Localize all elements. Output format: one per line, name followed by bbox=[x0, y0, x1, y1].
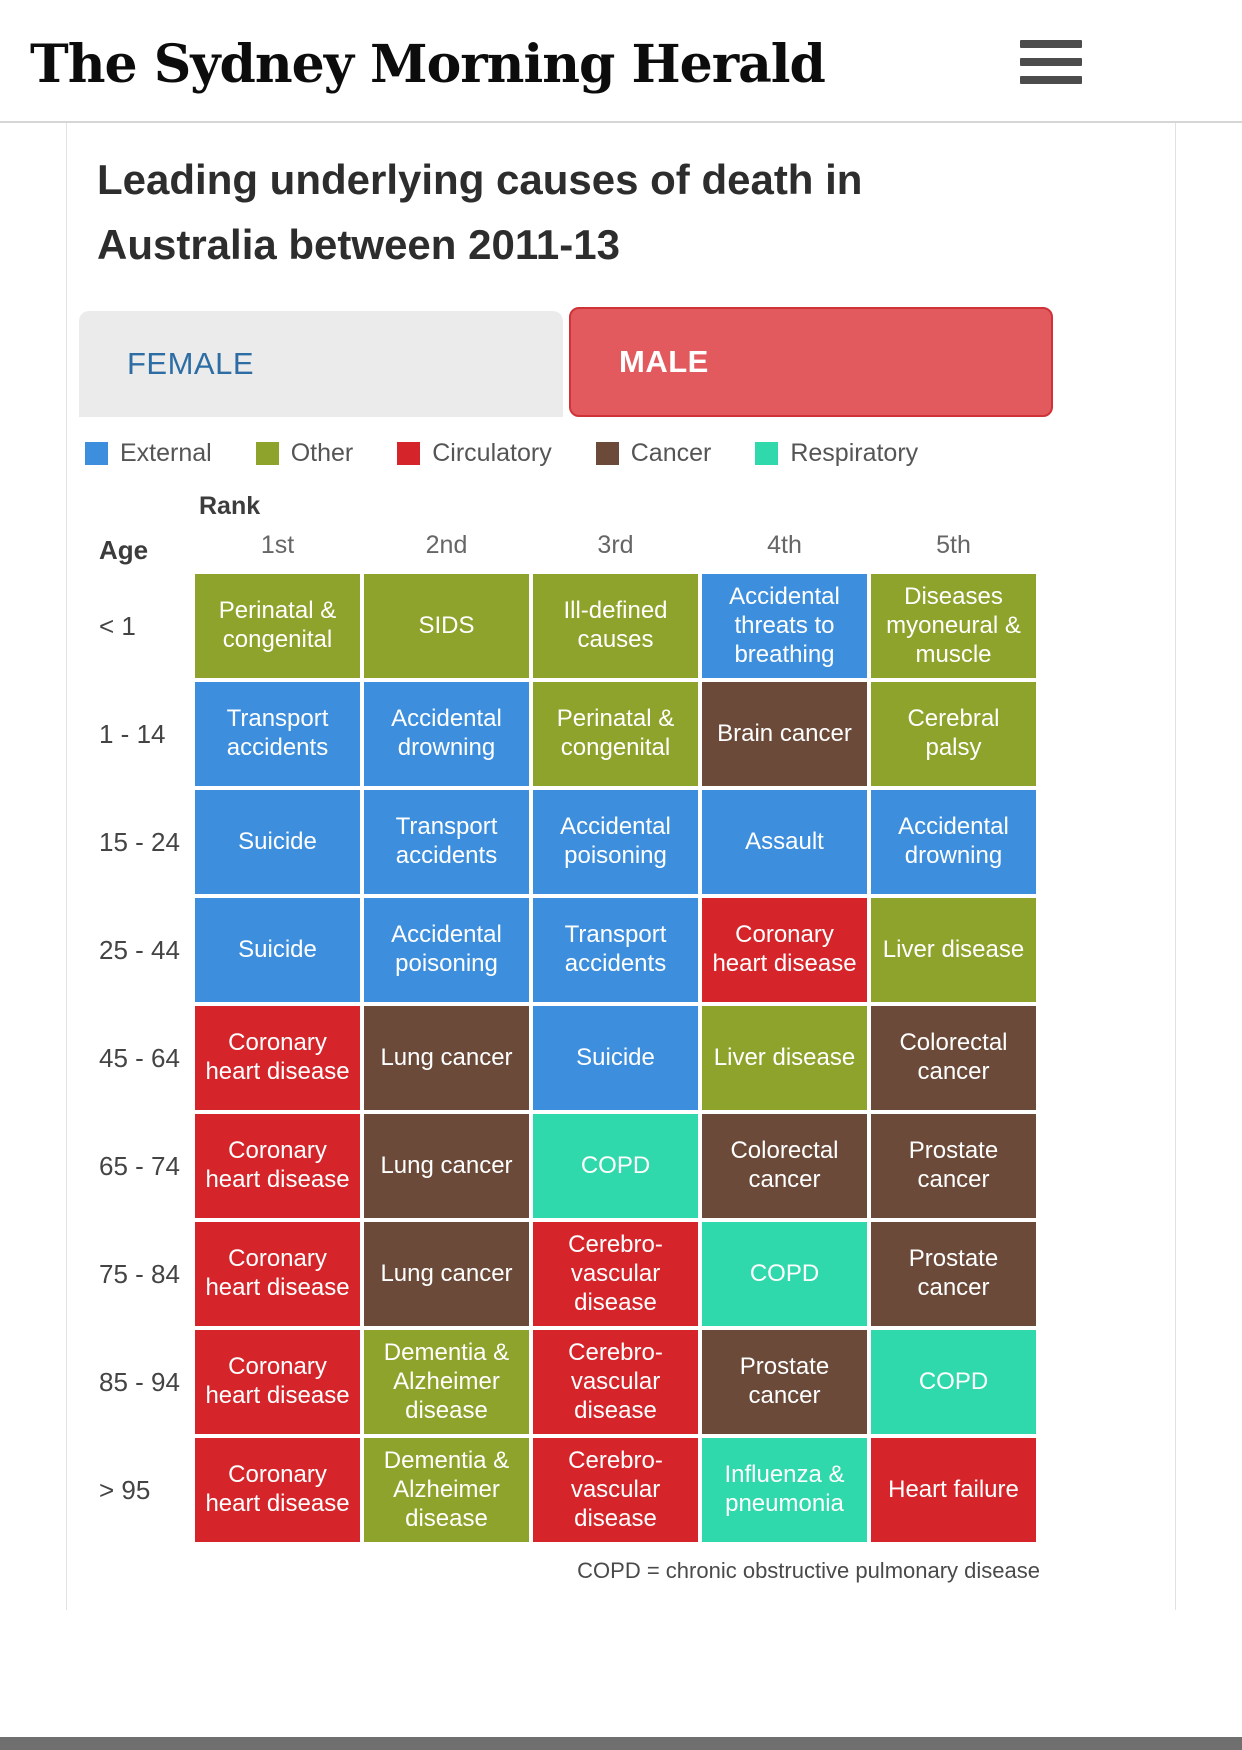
rank-label: Rank bbox=[199, 492, 261, 521]
age-label: 25 - 44 bbox=[99, 934, 180, 965]
cause-cell: Influenza & pneumonia bbox=[702, 1438, 867, 1543]
legend-label: External bbox=[120, 439, 212, 468]
hamburger-menu-icon[interactable] bbox=[1020, 40, 1082, 84]
cause-cell: Cerebral palsy bbox=[871, 682, 1036, 787]
legend-item-respiratory: Respiratory bbox=[755, 439, 918, 468]
page-title: Leading underlying causes of death in Au… bbox=[97, 156, 863, 269]
tab-male[interactable]: MALE bbox=[569, 307, 1053, 418]
cause-grid: < 1 Perinatal & congenital SIDS Ill-defined… bbox=[79, 574, 1163, 1543]
age-label: 65 - 74 bbox=[99, 1150, 180, 1181]
legend-label: Other bbox=[290, 439, 354, 468]
cause-cell: Coronary heart disease bbox=[195, 1006, 360, 1111]
article-card: Leading underlying causes of death in Au… bbox=[66, 123, 1176, 1611]
hamburger-bar bbox=[1020, 76, 1082, 84]
age-label: 75 - 84 bbox=[99, 1258, 180, 1289]
cause-cell: Assault bbox=[702, 790, 867, 895]
cause-cell: COPD bbox=[533, 1114, 698, 1219]
tab-female[interactable]: FEMALE bbox=[79, 311, 563, 418]
cause-cell: Perinatal & congenital bbox=[533, 682, 698, 787]
legend-label: Respiratory bbox=[790, 439, 919, 468]
age-column-header: Age bbox=[99, 535, 149, 566]
legend-item-other: Other bbox=[255, 439, 354, 468]
cause-cell: COPD bbox=[702, 1222, 867, 1327]
cause-cell: Transport accidents bbox=[364, 790, 529, 895]
cause-cell: SIDS bbox=[364, 574, 529, 679]
cause-cell: Lung cancer bbox=[364, 1006, 529, 1111]
legend-swatch bbox=[755, 442, 779, 466]
cause-cell: Accidental drowning bbox=[871, 790, 1036, 895]
rank-column-header: 2nd bbox=[425, 531, 468, 560]
cause-cell: Coronary heart disease bbox=[195, 1222, 360, 1327]
legend-swatch bbox=[255, 442, 279, 466]
cause-cell: COPD bbox=[871, 1330, 1036, 1435]
cause-cell: Perinatal & congenital bbox=[195, 574, 360, 679]
cause-cell: Ill-defined causes bbox=[533, 574, 698, 679]
cause-cell: Lung cancer bbox=[364, 1222, 529, 1327]
cause-cell: Accidental poisoning bbox=[364, 898, 529, 1003]
cause-cell: Brain cancer bbox=[702, 682, 867, 787]
hamburger-bar bbox=[1020, 58, 1082, 66]
cause-cell: Dementia & Alzheimer disease bbox=[364, 1330, 529, 1435]
cause-cell: Colorectal cancer bbox=[871, 1006, 1036, 1111]
cause-cell: Transport accidents bbox=[533, 898, 698, 1003]
cause-cell: Prostate cancer bbox=[871, 1222, 1036, 1327]
cause-cell: Lung cancer bbox=[364, 1114, 529, 1219]
legend-swatch bbox=[397, 442, 421, 466]
cause-cell: Coronary heart disease bbox=[702, 898, 867, 1003]
age-label: 45 - 64 bbox=[99, 1042, 180, 1073]
legend-item-circulatory: Circulatory bbox=[397, 439, 552, 468]
legend-label: Cancer bbox=[630, 439, 712, 468]
age-label: 85 - 94 bbox=[99, 1366, 180, 1397]
masthead-logo[interactable]: The Sydney Morning Herald bbox=[30, 34, 826, 95]
cause-cell: Dementia & Alzheimer disease bbox=[364, 1438, 529, 1543]
legend-item-external: External bbox=[85, 439, 212, 468]
legend-item-cancer: Cancer bbox=[595, 439, 712, 468]
cause-cell: Coronary heart disease bbox=[195, 1114, 360, 1219]
rank-column-header: 1st bbox=[260, 531, 295, 560]
footnote: COPD = chronic obstructive pulmonary dis… bbox=[577, 1558, 1040, 1584]
cause-cell: Accidental threats to breathing bbox=[702, 574, 867, 679]
cause-cell: Cerebro-vascular disease bbox=[533, 1330, 698, 1435]
cause-cell: Transport accidents bbox=[195, 682, 360, 787]
cause-cell: Coronary heart disease bbox=[195, 1330, 360, 1435]
cause-cell: Suicide bbox=[195, 790, 360, 895]
cause-cell: Prostate cancer bbox=[871, 1114, 1036, 1219]
cause-cell: Suicide bbox=[195, 898, 360, 1003]
rank-column-header: 4th bbox=[767, 531, 802, 560]
legend-swatch bbox=[595, 442, 619, 466]
legend-swatch bbox=[85, 442, 108, 466]
cause-cell: Accidental drowning bbox=[364, 682, 529, 787]
cause-cell: Cerebro-vascular disease bbox=[533, 1222, 698, 1327]
cause-cell: Liver disease bbox=[871, 898, 1036, 1003]
cause-cell: Prostate cancer bbox=[702, 1330, 867, 1435]
age-label: > 95 bbox=[99, 1474, 151, 1505]
cause-cell: Cerebro-vascular disease bbox=[533, 1438, 698, 1543]
grid-header-row: Age 1st 2nd 3rd 4th 5th bbox=[79, 531, 1163, 566]
cause-cell: Colorectal cancer bbox=[702, 1114, 867, 1219]
cause-cell: Heart failure bbox=[871, 1438, 1036, 1543]
cause-cell: Diseases myoneural & muscle bbox=[871, 574, 1036, 679]
cause-cell: Accidental poisoning bbox=[533, 790, 698, 895]
legend-label: Circulatory bbox=[432, 439, 552, 468]
age-label: 15 - 24 bbox=[99, 826, 180, 857]
category-legend: External Other Circulatory Cancer Respirator… bbox=[79, 417, 1163, 478]
age-label: 1 - 14 bbox=[99, 718, 166, 749]
footer-bar bbox=[0, 1737, 1242, 1750]
rank-column-header: 3rd bbox=[597, 531, 634, 560]
rank-column-header: 5th bbox=[936, 531, 971, 560]
gender-tabs: FEMALE MALE bbox=[79, 307, 1163, 418]
cause-cell: Liver disease bbox=[702, 1006, 867, 1111]
age-label: < 1 bbox=[99, 610, 136, 641]
cause-cell: Suicide bbox=[533, 1006, 698, 1111]
cause-cell: Coronary heart disease bbox=[195, 1438, 360, 1543]
hamburger-bar bbox=[1020, 40, 1082, 48]
masthead: The Sydney Morning Herald bbox=[0, 0, 1242, 123]
